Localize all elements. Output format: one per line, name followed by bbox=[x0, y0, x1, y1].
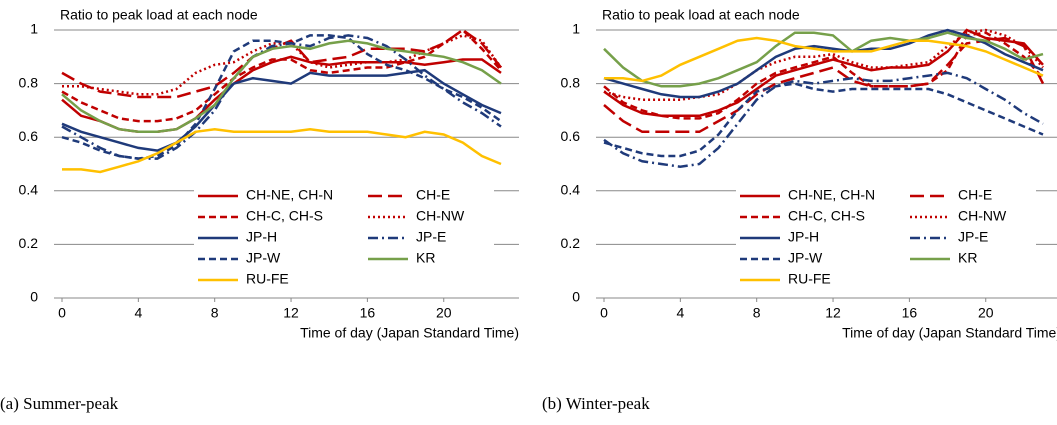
x-tick-label: 4 bbox=[134, 305, 142, 321]
panel: Ratio to peak load at each node 0 0.2 0.4 0.… bbox=[0, 7, 519, 413]
legend-label: CH-NE, CH-N bbox=[788, 187, 875, 203]
series-line bbox=[603, 31, 1044, 120]
legend-label: JP-W bbox=[246, 250, 281, 266]
legend-label: JP-H bbox=[246, 229, 277, 245]
series-line bbox=[61, 39, 502, 134]
legend-label: JP-H bbox=[788, 229, 819, 245]
x-tick-label: 4 bbox=[676, 305, 684, 321]
x-tick-label: 12 bbox=[825, 305, 841, 321]
legend-label: JP-E bbox=[416, 229, 446, 245]
legend-label: CH-C, CH-S bbox=[246, 208, 323, 224]
y-tick-label: 0.4 bbox=[19, 182, 39, 198]
y-axis-label: Ratio to peak load at each node bbox=[602, 7, 800, 23]
series-line bbox=[61, 28, 502, 123]
y-tick-label: 0 bbox=[572, 289, 580, 305]
series-line bbox=[603, 36, 1045, 134]
legend-label: RU-FE bbox=[246, 271, 289, 287]
y-tick-label: 1 bbox=[30, 21, 38, 37]
series-line bbox=[603, 28, 1044, 118]
legend-label: KR bbox=[416, 250, 435, 266]
legend-box bbox=[194, 184, 494, 290]
y-axis-label: Ratio to peak load at each node bbox=[60, 7, 258, 23]
y-tick-label: 0 bbox=[30, 289, 38, 305]
panel: Ratio to peak load at each node 0 0.2 0.4 0.… bbox=[542, 7, 1057, 413]
x-tick-label: 8 bbox=[753, 305, 761, 321]
x-tick-label: 0 bbox=[58, 305, 66, 321]
y-tick-label: 0.8 bbox=[561, 74, 581, 90]
y-tick-label: 1 bbox=[572, 21, 580, 37]
legend-label: CH-E bbox=[416, 187, 450, 203]
series-line bbox=[603, 31, 1044, 88]
x-axis-label: Time of day (Japan Standard Time) bbox=[300, 325, 519, 341]
x-tick-label: 0 bbox=[600, 305, 608, 321]
legend-box bbox=[736, 184, 1036, 290]
series-line bbox=[61, 34, 502, 160]
legend-label: CH-E bbox=[958, 187, 992, 203]
y-tick-label: 0.2 bbox=[561, 235, 581, 251]
x-tick-label: 12 bbox=[283, 305, 299, 321]
legend-label: KR bbox=[958, 250, 977, 266]
y-tick-label: 0.6 bbox=[19, 128, 39, 144]
series-line bbox=[604, 36, 1044, 83]
legend-label: CH-C, CH-S bbox=[788, 208, 865, 224]
y-tick-label: 0.6 bbox=[561, 128, 581, 144]
x-tick-label: 8 bbox=[211, 305, 219, 321]
legend-label: CH-NW bbox=[958, 208, 1007, 224]
x-tick-label: 20 bbox=[978, 305, 994, 321]
x-axis-label: Time of day (Japan Standard Time) bbox=[842, 325, 1057, 341]
legend-label: JP-W bbox=[788, 250, 823, 266]
caption: (a) Summer-peak bbox=[0, 394, 119, 413]
series-line bbox=[603, 28, 1044, 99]
legend-label: JP-E bbox=[958, 229, 988, 245]
legend-label: CH-NW bbox=[416, 208, 465, 224]
series-line bbox=[61, 34, 502, 160]
x-tick-label: 16 bbox=[360, 305, 376, 321]
series-line bbox=[62, 127, 502, 174]
y-tick-label: 0.8 bbox=[19, 74, 39, 90]
legend-label: CH-NE, CH-N bbox=[246, 187, 333, 203]
x-tick-label: 16 bbox=[902, 305, 918, 321]
y-tick-label: 0.2 bbox=[19, 235, 39, 251]
y-tick-label: 0.4 bbox=[561, 182, 581, 198]
series-line bbox=[603, 28, 1044, 101]
x-tick-label: 20 bbox=[436, 305, 452, 321]
series-line bbox=[603, 82, 1044, 158]
legend-label: RU-FE bbox=[788, 271, 831, 287]
caption: (b) Winter-peak bbox=[542, 394, 650, 413]
series-line bbox=[61, 68, 502, 152]
series-line bbox=[62, 34, 503, 96]
series-line bbox=[603, 71, 1044, 168]
